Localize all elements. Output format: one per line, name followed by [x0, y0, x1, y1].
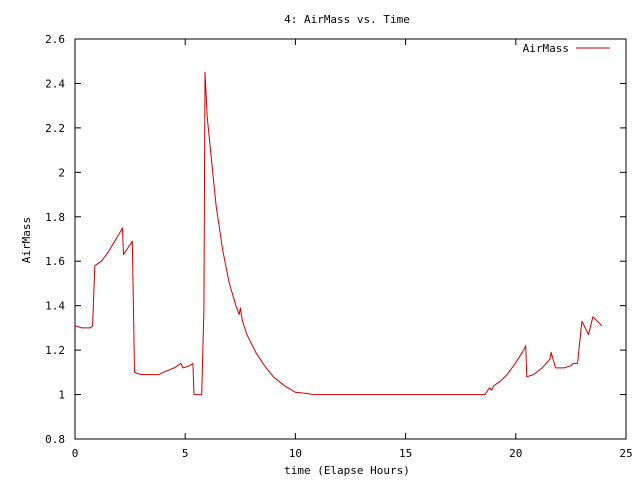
x-tick-label: 20	[509, 447, 522, 460]
y-tick-label: 1.8	[45, 211, 65, 224]
series-layer	[74, 71, 603, 396]
y-tick-label: 2.2	[45, 122, 65, 135]
x-tick-label: 5	[182, 447, 189, 460]
y-tick-label: 1.2	[45, 344, 65, 357]
series-line-airmass	[74, 71, 603, 396]
chart-title: 4: AirMass vs. Time	[284, 13, 410, 26]
x-tick-label: 25	[619, 447, 632, 460]
legend-label: AirMass	[523, 42, 569, 55]
y-tick-label: 2.6	[45, 33, 65, 46]
y-tick-label: 0.8	[45, 433, 65, 446]
y-axis: 0.8 1 1.2 1.4 1.6 1.8 2 2.2 2.4 2.6	[45, 33, 626, 446]
x-tick-label: 15	[399, 447, 412, 460]
x-tick-label: 10	[289, 447, 302, 460]
y-tick-label: 1	[58, 389, 65, 402]
y-tick-label: 1.6	[45, 255, 65, 268]
y-axis-label: AirMass	[20, 217, 33, 263]
legend: AirMass	[523, 42, 610, 55]
x-tick-label: 0	[72, 447, 79, 460]
x-axis: 0 5 10 15 20 25	[72, 39, 633, 460]
y-tick-label: 2.4	[45, 77, 65, 90]
y-tick-label: 2	[58, 166, 65, 179]
y-tick-label: 1.4	[45, 300, 65, 313]
plot-frame	[74, 38, 627, 440]
x-axis-label: time (Elapse Hours)	[284, 464, 410, 477]
